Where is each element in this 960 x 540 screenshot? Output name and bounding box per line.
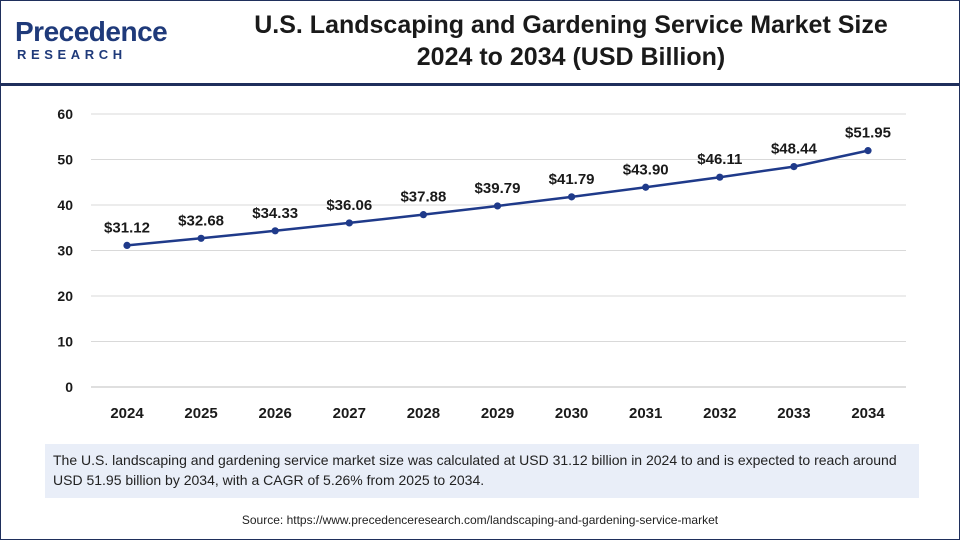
x-tick-label: 2031 bbox=[629, 405, 662, 422]
data-label: $31.12 bbox=[104, 219, 150, 236]
x-tick-label: 2026 bbox=[259, 405, 292, 422]
data-label: $39.79 bbox=[475, 180, 521, 197]
data-label: $48.44 bbox=[771, 141, 818, 158]
chart-title-line-1: U.S. Landscaping and Gardening Service M… bbox=[254, 11, 888, 39]
x-axis-ticks: 2024 2025 2026 2027 2028 2029 2030 2031 2032 2033… bbox=[110, 405, 885, 422]
chart-title: U.S. Landscaping and Gardening Service M… bbox=[191, 9, 951, 73]
y-axis-ticks: 0 10 20 30 40 50 60 bbox=[57, 106, 73, 395]
source-note: Source: https://www.precedenceresearch.c… bbox=[241, 513, 719, 527]
y-tick-label: 0 bbox=[65, 379, 73, 395]
data-point bbox=[493, 202, 502, 210]
x-tick-label: 2027 bbox=[333, 405, 366, 422]
data-label: $36.06 bbox=[326, 197, 372, 214]
data-labels: $31.12 $32.68 $34.33 $36.06 $37.88 $39.79 $41.… bbox=[104, 125, 891, 237]
series-line-group bbox=[126, 149, 869, 247]
logo-wordmark: Precedence bbox=[15, 16, 168, 47]
data-point bbox=[419, 211, 427, 219]
data-point bbox=[271, 227, 279, 235]
data-label: $37.88 bbox=[400, 189, 446, 206]
series-line bbox=[126, 149, 869, 247]
y-tick-label: 30 bbox=[57, 243, 73, 259]
y-tick-label: 50 bbox=[57, 152, 73, 168]
data-point bbox=[790, 162, 798, 171]
data-point bbox=[568, 193, 576, 201]
data-point bbox=[345, 219, 353, 227]
x-tick-label: 2034 bbox=[851, 405, 885, 422]
data-label: $46.11 bbox=[697, 151, 742, 168]
x-tick-label: 2033 bbox=[777, 405, 810, 422]
data-label: $34.33 bbox=[252, 205, 298, 222]
y-tick-label: 10 bbox=[57, 334, 73, 350]
data-point bbox=[197, 234, 205, 242]
chart-title-line-2: 2024 to 2034 (USD Billion) bbox=[416, 43, 726, 71]
y-tick-label: 40 bbox=[57, 197, 73, 213]
summary-caption: The U.S. landscaping and gardening servi… bbox=[45, 444, 919, 498]
data-point bbox=[716, 173, 724, 181]
x-tick-label: 2028 bbox=[407, 405, 440, 422]
logo-tagline: RESEARCH bbox=[17, 47, 127, 62]
data-point bbox=[864, 147, 872, 155]
data-point bbox=[123, 241, 131, 250]
data-label: $32.68 bbox=[178, 212, 224, 229]
x-tick-label: 2029 bbox=[481, 405, 514, 422]
data-label: $41.79 bbox=[549, 171, 595, 188]
x-tick-label: 2025 bbox=[184, 405, 217, 422]
x-tick-label: 2030 bbox=[555, 405, 588, 422]
data-label: $43.90 bbox=[623, 161, 669, 178]
data-points bbox=[123, 147, 872, 250]
data-label: $51.95 bbox=[845, 125, 891, 142]
data-point bbox=[642, 183, 650, 191]
y-tick-label: 20 bbox=[57, 288, 73, 304]
x-tick-label: 2024 bbox=[110, 405, 144, 422]
precedence-logo: Precedence RESEARCH bbox=[15, 17, 175, 67]
x-tick-label: 2032 bbox=[703, 405, 736, 422]
y-tick-label: 60 bbox=[57, 106, 73, 122]
header-divider bbox=[1, 83, 959, 86]
